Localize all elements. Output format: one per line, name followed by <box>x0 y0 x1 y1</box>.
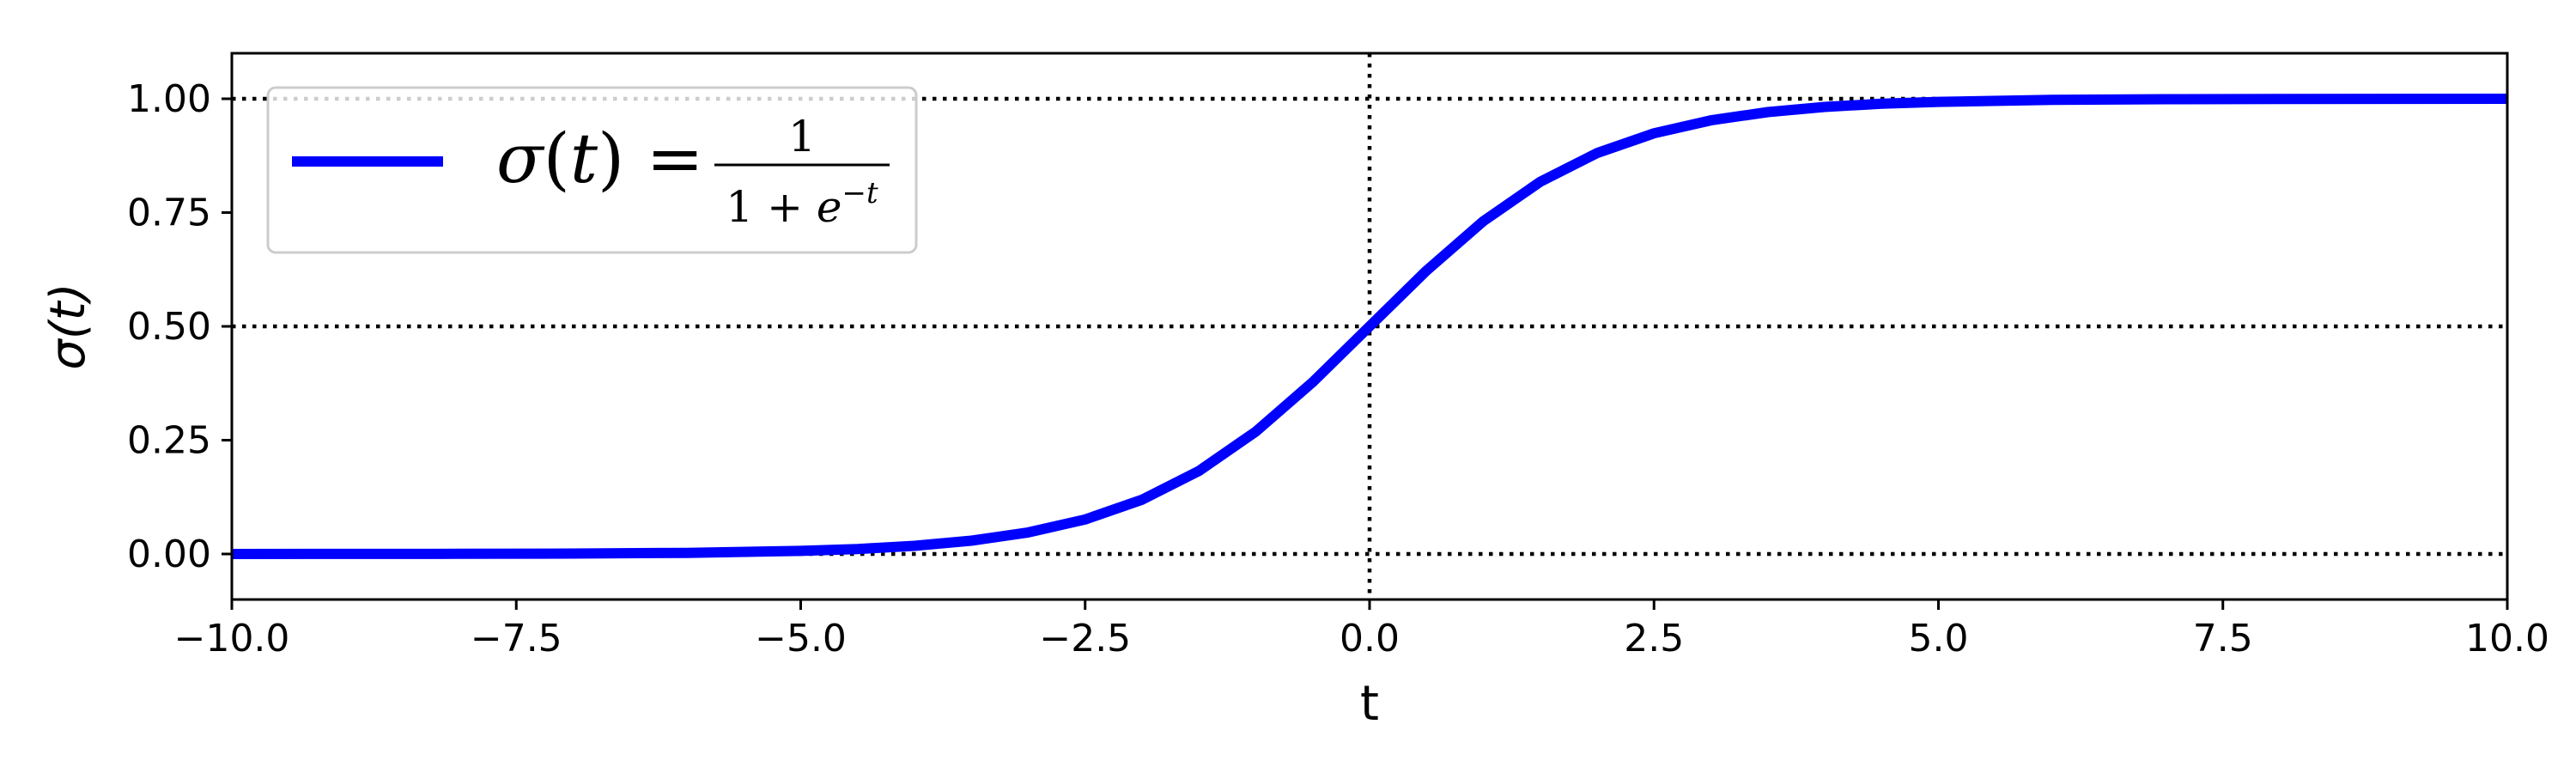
x-tick-label: −10.0 <box>174 617 290 660</box>
y-axis-label: σ(t) <box>40 283 96 369</box>
x-tick-label: −5.0 <box>755 617 847 660</box>
x-tick-label: 5.0 <box>1909 617 1969 660</box>
y-tick-label: 0.50 <box>127 305 211 349</box>
legend-label-lhs: σ(t) = <box>496 119 704 198</box>
legend: σ(t) = 1 1 + e−t <box>266 86 918 254</box>
x-tick-label: 10.0 <box>2465 617 2549 660</box>
x-axis-label: t <box>1360 676 1379 732</box>
y-tick-label: 1.00 <box>127 77 211 121</box>
x-tick-label: −7.5 <box>471 617 562 660</box>
y-tick-label: 0.00 <box>127 533 211 576</box>
legend-fraction-denominator: 1 + e−t <box>726 176 878 232</box>
x-tick-label: 0.0 <box>1340 617 1400 660</box>
x-tick-label: 2.5 <box>1624 617 1684 660</box>
x-tick-label: 7.5 <box>2193 617 2253 660</box>
legend-fraction-numerator: 1 <box>788 112 816 161</box>
x-tick-label: −2.5 <box>1039 617 1131 660</box>
axes-layer: −10.0 −7.5 −5.0 −2.5 0.0 2.5 5.0 7.5 10.0 0.00 0.2… <box>127 52 2549 660</box>
curve-layer <box>231 94 2508 559</box>
legend-frame <box>266 86 918 254</box>
y-tick-label: 0.25 <box>127 419 211 463</box>
series-line-0 <box>231 94 2508 559</box>
y-tick-label: 0.75 <box>127 192 211 235</box>
